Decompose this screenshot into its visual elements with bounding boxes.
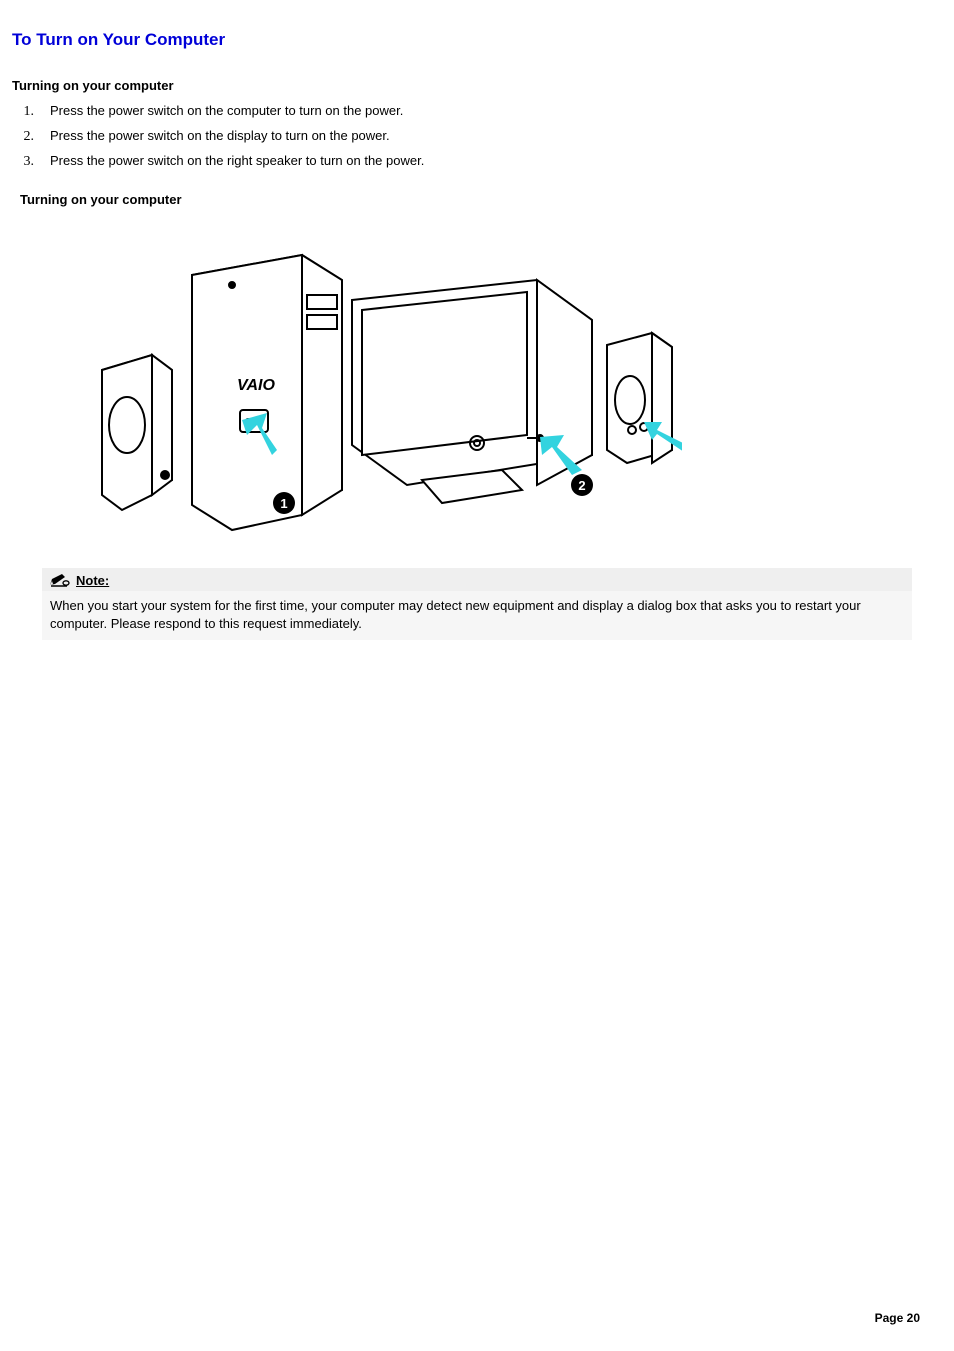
callout-2: 2 <box>571 474 593 496</box>
page-number: Page 20 <box>875 1311 920 1325</box>
figure-caption: Turning on your computer <box>20 192 922 207</box>
svg-text:1: 1 <box>280 496 287 511</box>
list-item: 2. Press the power switch on the display… <box>12 128 922 145</box>
pencil-icon <box>48 572 70 588</box>
step-number: 2. <box>12 129 50 145</box>
step-text: Press the power switch on the computer t… <box>50 103 403 118</box>
monitor <box>352 280 592 503</box>
step-text: Press the power switch on the right spea… <box>50 153 424 168</box>
note-label: Note: <box>76 573 109 588</box>
computer-tower: VAIO <box>192 255 342 530</box>
callout-1: 1 <box>273 492 295 514</box>
page-title: To Turn on Your Computer <box>12 30 922 50</box>
computer-illustration: VAIO <box>62 225 682 535</box>
computer-figure: VAIO <box>62 225 922 538</box>
step-number: 3. <box>12 154 50 170</box>
note-body: When you start your system for the first… <box>42 591 912 640</box>
step-text: Press the power switch on the display to… <box>50 128 390 143</box>
note-block: Note: When you start your system for the… <box>42 568 912 640</box>
steps-list: 1. Press the power switch on the compute… <box>12 103 922 170</box>
list-item: 1. Press the power switch on the compute… <box>12 103 922 120</box>
right-speaker <box>607 333 672 463</box>
note-header: Note: <box>42 568 912 591</box>
svg-text:2: 2 <box>578 478 585 493</box>
list-item: 3. Press the power switch on the right s… <box>12 153 922 170</box>
step-number: 1. <box>12 104 50 120</box>
section-heading: Turning on your computer <box>12 78 922 93</box>
brand-label: VAIO <box>237 377 275 394</box>
left-speaker <box>102 355 172 510</box>
